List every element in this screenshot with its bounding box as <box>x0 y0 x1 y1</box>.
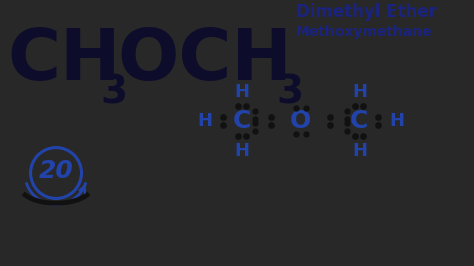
Text: Dimethyl Ether: Dimethyl Ether <box>296 3 437 21</box>
Text: H: H <box>389 112 404 130</box>
Text: C: C <box>233 109 251 133</box>
Text: H: H <box>197 112 212 130</box>
Text: 20: 20 <box>39 159 73 183</box>
Text: O: O <box>290 109 311 133</box>
Text: 3: 3 <box>276 73 303 111</box>
Text: C: C <box>350 109 369 133</box>
Text: H: H <box>352 142 367 160</box>
Text: Methoxymethane: Methoxymethane <box>296 25 432 39</box>
Text: OCH: OCH <box>118 26 292 95</box>
Text: CH: CH <box>7 26 120 95</box>
Text: 3: 3 <box>100 73 127 111</box>
Text: H: H <box>352 83 367 101</box>
Text: H: H <box>235 83 249 101</box>
Text: H: H <box>235 142 249 160</box>
